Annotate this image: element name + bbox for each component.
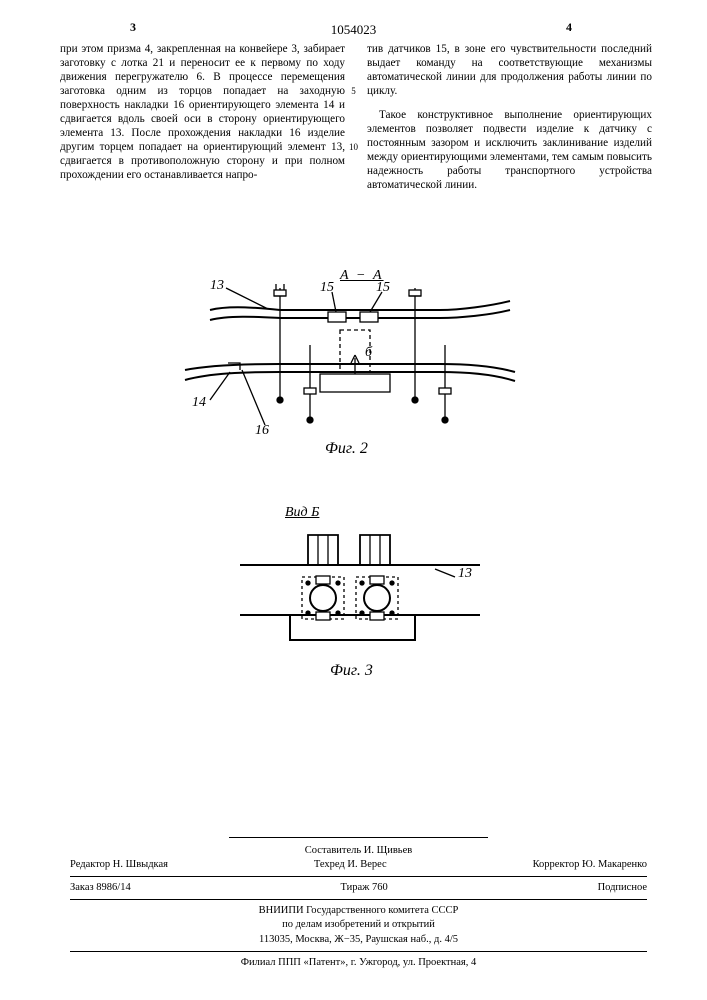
fig2-callout-16: 16 [255, 423, 269, 439]
footer-address1: 113035, Москва, Ж−35, Раушская наб., д. … [70, 933, 647, 947]
fig3-drawing [230, 505, 490, 685]
line-number-10: 10 [349, 142, 358, 152]
right-para-1: тив датчиков 15, в зоне его чувствительн… [367, 42, 652, 98]
fig2-callout-13: 13 [210, 278, 224, 294]
fig3-caption: Фиг. 3 [330, 662, 373, 680]
column-left: при этом призма 4, закрепленная на конве… [60, 42, 345, 192]
text-columns: при этом призма 4, закрепленная на конве… [60, 42, 652, 192]
page-number-left: 3 [130, 20, 136, 35]
fig2-caption: Фиг. 2 [325, 440, 368, 458]
footer-vniipi-1: ВНИИПИ Государственного комитета СССР [70, 904, 647, 918]
footer-editor: Редактор Н. Швыдкая [70, 858, 168, 872]
right-para-2: Такое конструктивное выполнение ориентир… [367, 108, 652, 192]
footer-signed: Подписное [598, 881, 647, 895]
footer-vniipi-2: по делам изобретений и открытий [70, 918, 647, 932]
footer-tirage: Тираж 760 [340, 881, 387, 895]
footer-address2: Филиал ППП «Патент», г. Ужгород, ул. Про… [70, 956, 647, 970]
fig3-callout-13: 13 [458, 566, 472, 582]
fig2-callout-15b: 15 [376, 280, 390, 296]
footer-corrector: Корректор Ю. Макаренко [533, 858, 647, 872]
footer-order: Заказ 8986/14 [70, 881, 131, 895]
footer-techred: Техред И. Верес [314, 858, 387, 872]
left-para: при этом призма 4, закрепленная на конве… [60, 42, 345, 182]
figures-area: А − А [0, 270, 707, 830]
line-number-5: 5 [351, 86, 356, 96]
fig2-callout-b: б [365, 345, 372, 361]
footer-compiler: Составитель И. Щивьев [70, 844, 647, 858]
column-right: тив датчиков 15, в зоне его чувствительн… [367, 42, 652, 192]
page-number-right: 4 [566, 20, 572, 35]
footer-block: Составитель И. Щивьев Редактор Н. Швыдка… [70, 833, 647, 970]
fig2-callout-14: 14 [192, 395, 206, 411]
fig2-callout-15a: 15 [320, 280, 334, 296]
patent-number: 1054023 [331, 22, 377, 38]
